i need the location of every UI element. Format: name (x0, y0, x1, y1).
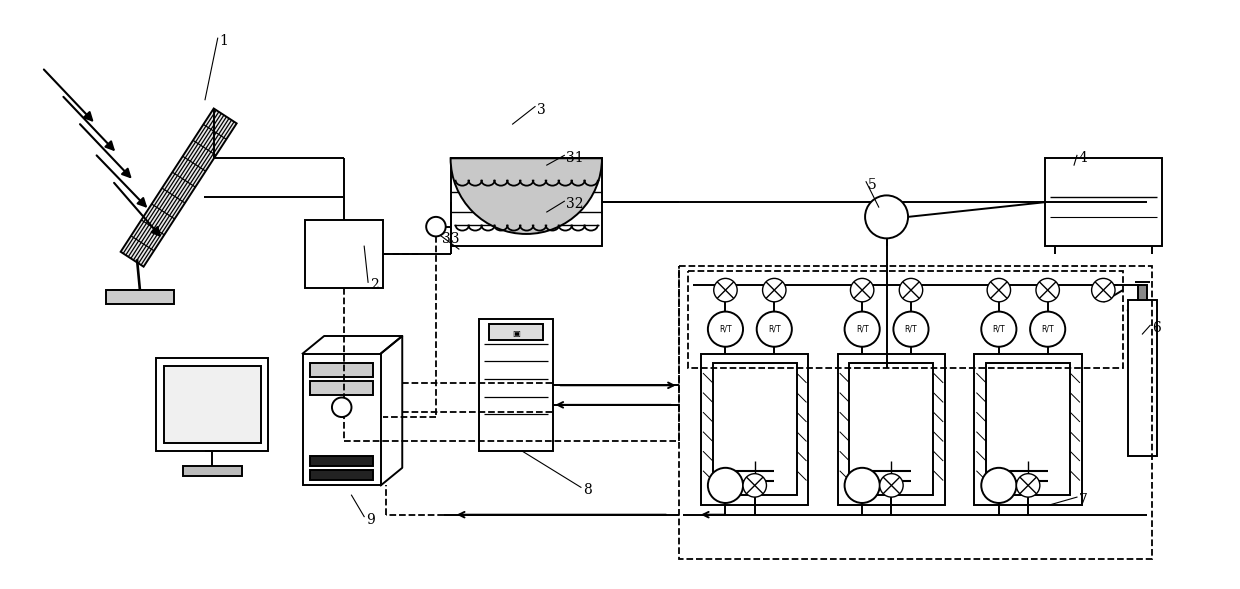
Bar (986, 363, 1070, 495)
Text: R/T: R/T (856, 325, 868, 333)
Text: 1: 1 (219, 34, 228, 48)
Circle shape (981, 312, 1017, 347)
Bar (480, 319, 553, 451)
Bar (184, 466, 242, 476)
Bar (310, 363, 373, 377)
Bar (303, 353, 381, 485)
Circle shape (844, 312, 879, 347)
Bar (450, 158, 601, 246)
Polygon shape (120, 108, 237, 267)
Circle shape (844, 468, 879, 503)
Circle shape (893, 312, 929, 347)
Text: 8: 8 (583, 484, 591, 498)
Bar (838, 353, 945, 505)
Text: 9: 9 (366, 513, 374, 527)
Text: R/T: R/T (905, 325, 918, 333)
Bar (310, 381, 373, 395)
Circle shape (981, 468, 1017, 503)
Bar (713, 363, 797, 495)
Circle shape (332, 398, 351, 417)
Circle shape (899, 279, 923, 302)
Text: 32: 32 (567, 197, 584, 211)
Circle shape (708, 468, 743, 503)
Text: 2: 2 (370, 279, 378, 292)
Circle shape (708, 312, 743, 347)
Bar (156, 359, 269, 451)
Bar (975, 353, 1081, 505)
Text: R/T: R/T (719, 325, 732, 333)
Text: R/T: R/T (1042, 325, 1054, 333)
Bar (310, 456, 373, 466)
Circle shape (756, 312, 792, 347)
Wedge shape (450, 158, 601, 234)
Text: 6: 6 (1152, 322, 1161, 335)
Text: 5: 5 (868, 178, 877, 192)
Bar (849, 363, 934, 495)
Circle shape (427, 217, 445, 236)
Text: R/T: R/T (768, 325, 781, 333)
Circle shape (879, 474, 903, 497)
Bar (701, 353, 808, 505)
Bar (489, 325, 543, 340)
Bar (678, 266, 1152, 558)
Circle shape (714, 279, 737, 302)
Circle shape (987, 279, 1011, 302)
Bar (1127, 300, 1157, 456)
Circle shape (1091, 279, 1115, 302)
Bar (688, 270, 1123, 368)
Circle shape (763, 279, 786, 302)
Circle shape (851, 279, 874, 302)
Text: 4: 4 (1079, 151, 1087, 166)
Bar (305, 220, 383, 288)
Bar (310, 470, 373, 479)
Text: 3: 3 (537, 102, 546, 117)
Circle shape (1035, 279, 1059, 302)
Bar (1045, 158, 1162, 246)
Circle shape (743, 474, 766, 497)
Circle shape (1017, 474, 1040, 497)
Bar (164, 366, 260, 444)
Text: 7: 7 (1079, 493, 1087, 507)
Circle shape (866, 196, 908, 239)
Text: 33: 33 (443, 231, 460, 246)
Text: 31: 31 (567, 151, 584, 166)
Bar (1137, 285, 1147, 300)
Text: ▣: ▣ (512, 329, 520, 337)
Bar (105, 290, 174, 304)
Circle shape (1030, 312, 1065, 347)
Text: R/T: R/T (992, 325, 1006, 333)
